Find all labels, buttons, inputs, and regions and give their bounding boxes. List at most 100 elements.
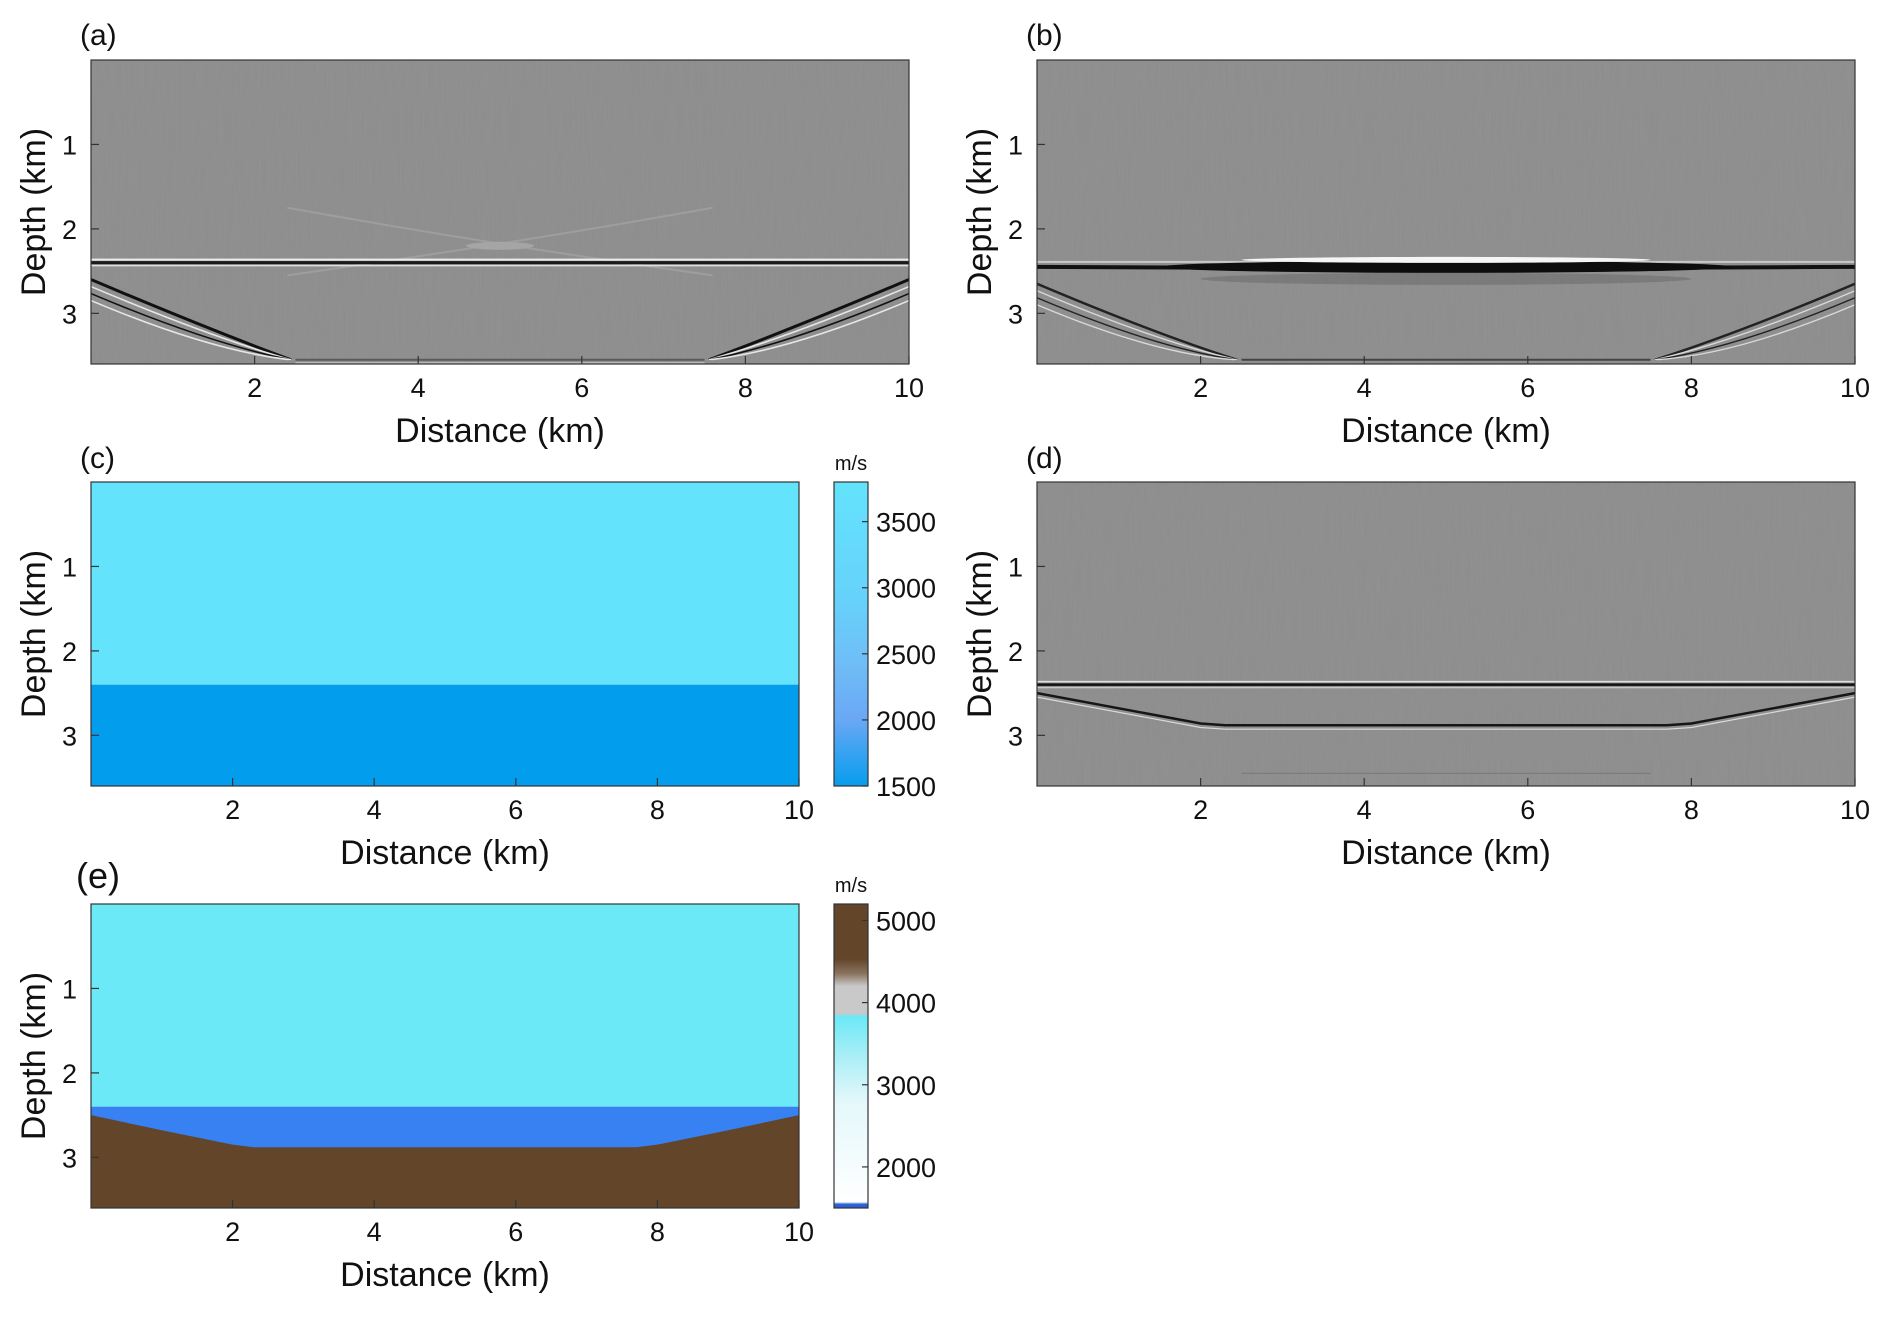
edge-artifact [1037,304,1238,361]
colorbar-tick-label: 2500 [876,640,936,670]
image-texture [91,60,909,364]
y-tick-label: 1 [1008,552,1023,582]
colorbar-unit: m/s [835,453,867,475]
edge-artifact [708,278,909,362]
x-tick-label: 6 [1520,795,1535,825]
edge-artifact [708,285,909,361]
x-tick-label: 8 [1684,795,1699,825]
x-tick-label: 8 [650,795,665,825]
velocity-layer [91,684,799,786]
y-tick-label: 3 [62,299,77,329]
x-tick-label: 6 [574,373,589,403]
panel-label: (e) [76,855,120,896]
x-tick-label: 6 [508,795,523,825]
y-tick-label: 1 [1008,130,1023,160]
image-texture [1037,60,1855,364]
plot-frame [1036,59,1856,365]
crossing-center [466,241,534,250]
edge-artifact [91,299,292,361]
velocity-layer [91,904,799,1107]
colorbar-bar [833,481,869,787]
edge-artifact [91,292,292,361]
x-tick-label: 10 [894,373,924,403]
plot-area [91,60,909,364]
edge-artifact [1037,282,1238,361]
edge-artifact [91,278,292,362]
y-tick-label: 2 [1008,215,1023,245]
y-axis-label: Depth (km) [15,128,53,296]
x-tick-label: 6 [508,1217,523,1247]
y-axis-label: Depth (km) [961,550,999,718]
plot-frame [90,59,910,365]
x-tick-label: 6 [1520,373,1535,403]
y-tick-label: 1 [62,974,77,1004]
x-tick-label: 8 [1684,373,1699,403]
x-axis-label: Distance (km) [340,834,550,872]
y-tick-label: 2 [62,637,77,667]
y-axis-label: Depth (km) [15,972,53,1140]
x-tick-label: 8 [738,373,753,403]
plot-area [91,482,799,786]
x-tick-label: 2 [1193,795,1208,825]
panel-label: (a) [80,19,117,52]
edge-artifact [1037,297,1238,361]
edge-artifact [708,299,909,361]
y-tick-label: 3 [62,721,77,751]
plot-area [91,904,799,1208]
y-tick-label: 3 [1008,721,1023,751]
panel-label: (d) [1026,442,1063,475]
x-tick-label: 4 [1357,373,1372,403]
edge-artifact [1654,290,1855,361]
colorbar-tick-label: 3000 [876,1071,936,1101]
second-reflector-bright [1037,696,1855,730]
x-tick-label: 2 [1193,373,1208,403]
reflector-shadow [1200,272,1692,285]
colorbar-tick-label: 2000 [876,1153,936,1183]
x-tick-label: 4 [367,1217,382,1247]
reflector-bright [1241,256,1651,263]
x-axis-label: Distance (km) [1341,412,1551,450]
y-tick-label: 2 [62,215,77,245]
y-axis-label: Depth (km) [961,128,999,296]
plot-area [1037,482,1855,786]
colorbar-tick-label: 3000 [876,574,936,604]
colorbar-bar [833,903,869,1209]
edge-artifact [91,285,292,361]
x-tick-label: 2 [225,795,240,825]
y-tick-label: 1 [62,130,77,160]
second-reflector [1037,691,1855,727]
x-tick-label: 10 [1840,373,1870,403]
colorbar-unit: m/s [835,875,867,897]
x-tick-label: 4 [1357,795,1372,825]
plot-frame [90,481,800,787]
panel-label: (b) [1026,19,1063,52]
x-tick-label: 4 [411,373,426,403]
panel-label: (c) [80,442,115,475]
x-axis-label: Distance (km) [1341,834,1551,872]
x-tick-label: 2 [225,1217,240,1247]
colorbar: 2000 3000 4000 5000 m/s [833,875,936,1209]
y-axis-label: Depth (km) [15,550,53,718]
plot-frame [1036,481,1856,787]
y-tick-label: 2 [1008,637,1023,667]
x-tick-label: 2 [247,373,262,403]
edge-artifact [708,292,909,361]
colorbar-tick-label: 3500 [876,508,936,538]
colorbar-tick-label: 5000 [876,906,936,936]
image-texture [1037,482,1855,786]
reflector-core [1159,260,1733,273]
edge-artifact [1654,282,1855,361]
x-axis-label: Distance (km) [340,1256,550,1294]
x-tick-label: 10 [784,1217,814,1247]
x-tick-label: 10 [1840,795,1870,825]
edge-artifact [1654,304,1855,361]
x-tick-label: 4 [367,795,382,825]
y-tick-label: 1 [62,552,77,582]
y-tick-label: 2 [62,1059,77,1089]
